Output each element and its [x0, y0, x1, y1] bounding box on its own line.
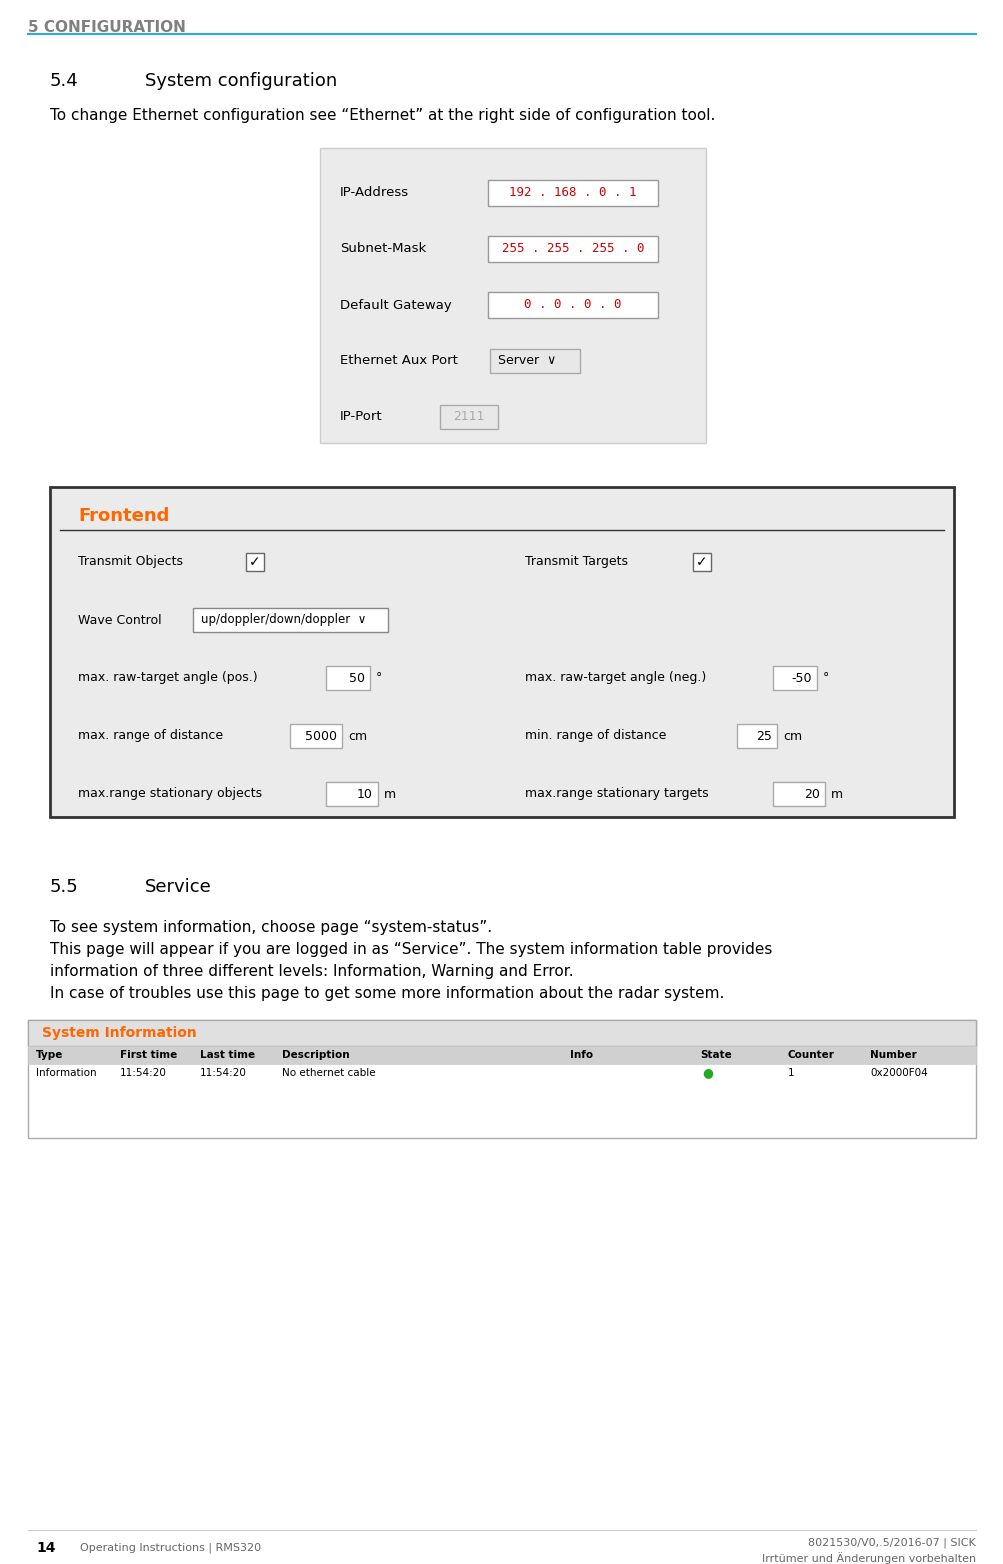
Bar	[290, 724, 342, 748]
Bar	[772, 782, 824, 805]
Text: m: m	[830, 788, 843, 801]
Text: 5 CONFIGURATION: 5 CONFIGURATION	[28, 20, 186, 34]
Text: max.range stationary targets: max.range stationary targets	[525, 788, 708, 801]
Text: Info: Info	[570, 1049, 593, 1060]
Text: Last time: Last time	[200, 1049, 255, 1060]
Text: 255 . 255 . 255 . 0: 255 . 255 . 255 . 0	[502, 242, 644, 255]
Bar	[28, 1020, 975, 1046]
Text: cm: cm	[782, 729, 801, 743]
Text: ✓: ✓	[249, 555, 261, 569]
Text: information of three different levels: Information, Warning and Error.: information of three different levels: I…	[50, 963, 573, 979]
Bar	[246, 554, 264, 571]
Text: First time: First time	[120, 1049, 178, 1060]
Text: To see system information, choose page “system-status”.: To see system information, choose page “…	[50, 920, 491, 935]
Bar	[50, 486, 953, 816]
Text: No ethernet cable: No ethernet cable	[282, 1068, 375, 1078]
Text: 5.5: 5.5	[50, 877, 78, 896]
Text: Server  ∨: Server ∨	[497, 355, 556, 368]
Text: ✓: ✓	[695, 555, 707, 569]
Bar	[326, 666, 370, 690]
Text: 50: 50	[349, 671, 365, 685]
Text: Description: Description	[282, 1049, 349, 1060]
Text: 0x2000F04: 0x2000F04	[870, 1068, 927, 1078]
Bar	[439, 405, 497, 429]
Bar	[487, 236, 657, 263]
Text: Service: Service	[144, 877, 212, 896]
Text: 25: 25	[755, 729, 771, 743]
Bar	[28, 1046, 975, 1064]
Text: 192 . 168 . 0 . 1: 192 . 168 . 0 . 1	[509, 186, 636, 200]
Text: -50: -50	[790, 671, 811, 685]
Text: Ethernet Aux Port: Ethernet Aux Port	[340, 355, 457, 368]
Text: In case of troubles use this page to get some more information about the radar s: In case of troubles use this page to get…	[50, 985, 723, 1001]
Bar	[320, 149, 705, 443]
Bar	[326, 782, 377, 805]
Text: 2111: 2111	[452, 410, 484, 424]
Text: max. range of distance: max. range of distance	[78, 729, 223, 743]
Bar	[772, 666, 816, 690]
Text: min. range of distance: min. range of distance	[525, 729, 666, 743]
Text: max. raw-target angle (pos.): max. raw-target angle (pos.)	[78, 671, 258, 685]
Text: max. raw-target angle (neg.): max. raw-target angle (neg.)	[525, 671, 705, 685]
Text: Frontend: Frontend	[78, 507, 170, 526]
Bar	[28, 1020, 975, 1139]
Text: 10: 10	[357, 788, 373, 801]
Text: 20: 20	[803, 788, 819, 801]
Text: 5000: 5000	[305, 729, 337, 743]
Text: System Information: System Information	[42, 1026, 197, 1040]
Text: This page will appear if you are logged in as “Service”. The system information : This page will appear if you are logged …	[50, 942, 771, 957]
Text: Default Gateway: Default Gateway	[340, 299, 451, 311]
Text: 5.4: 5.4	[50, 72, 78, 91]
Text: 14: 14	[36, 1541, 55, 1555]
Bar	[692, 554, 710, 571]
Text: Transmit Targets: Transmit Targets	[525, 555, 627, 568]
Text: 1: 1	[787, 1068, 793, 1078]
Text: °: °	[822, 671, 828, 685]
Text: Counter: Counter	[787, 1049, 834, 1060]
Text: 8021530/V0,.5/2016-07 | SICK: 8021530/V0,.5/2016-07 | SICK	[807, 1537, 975, 1548]
Text: IP-Port: IP-Port	[340, 410, 382, 424]
Text: up/doppler/down/doppler  ∨: up/doppler/down/doppler ∨	[201, 613, 366, 627]
Text: Wave Control: Wave Control	[78, 613, 161, 627]
Text: cm: cm	[348, 729, 367, 743]
Text: State: State	[699, 1049, 731, 1060]
Bar	[487, 180, 657, 206]
Text: Number: Number	[870, 1049, 916, 1060]
Text: To change Ethernet configuration see “Ethernet” at the right side of configurati: To change Ethernet configuration see “Et…	[50, 108, 715, 124]
Text: °: °	[376, 671, 382, 685]
Text: System configuration: System configuration	[144, 72, 337, 91]
Text: Type: Type	[36, 1049, 63, 1060]
Text: Information: Information	[36, 1068, 96, 1078]
Text: Transmit Objects: Transmit Objects	[78, 555, 183, 568]
Bar	[736, 724, 776, 748]
Text: Operating Instructions | RMS320: Operating Instructions | RMS320	[80, 1542, 261, 1553]
Text: ●: ●	[702, 1067, 713, 1079]
Text: Irrtümer und Änderungen vorbehalten: Irrtümer und Änderungen vorbehalten	[761, 1551, 975, 1564]
Bar	[489, 349, 580, 372]
Text: m: m	[383, 788, 396, 801]
Text: 11:54:20: 11:54:20	[120, 1068, 166, 1078]
Bar	[193, 608, 387, 632]
Text: IP-Address: IP-Address	[340, 186, 408, 200]
Text: 0 . 0 . 0 . 0: 0 . 0 . 0 . 0	[524, 299, 621, 311]
Text: 11:54:20: 11:54:20	[200, 1068, 247, 1078]
Bar	[487, 292, 657, 317]
Text: Subnet-Mask: Subnet-Mask	[340, 242, 426, 255]
Text: max.range stationary objects: max.range stationary objects	[78, 788, 262, 801]
